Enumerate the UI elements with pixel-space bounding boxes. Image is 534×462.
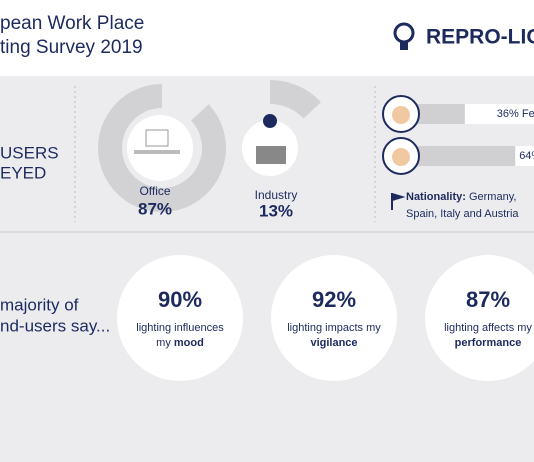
industry-icon: [263, 114, 277, 128]
header-band: [0, 0, 534, 76]
sector-name: Industry: [255, 188, 298, 202]
finding-percent: 90%: [158, 287, 202, 312]
industry-icon: [256, 146, 286, 164]
majority-text: nd-users say...: [0, 316, 110, 335]
majority-text: majority of: [0, 295, 79, 314]
office-icon: [127, 115, 193, 181]
finding-text: my: [156, 337, 174, 349]
finding-emphasis: mood: [174, 337, 204, 349]
sector-share: 13%: [259, 201, 293, 220]
finding-text: lighting influences: [136, 322, 224, 334]
gender-bar: [400, 146, 516, 166]
industry-share-arc: [270, 80, 322, 119]
finding-circle: [425, 255, 534, 381]
gender-share: 36% Fe: [497, 108, 534, 120]
nationality-value: Spain, Italy and Austria: [406, 208, 519, 220]
avatar-face: [392, 148, 410, 166]
sector-name: Office: [139, 184, 170, 198]
finding-circle: [117, 255, 243, 381]
finding-text: lighting impacts my: [287, 322, 381, 334]
nationality-label: Nationality:: [406, 191, 466, 203]
avatar-face: [392, 106, 410, 124]
users-label: USERS: [0, 143, 59, 162]
nationality: Nationality: Germany,: [406, 191, 516, 203]
finding-text: lighting affects my: [444, 322, 532, 334]
logo-text: REPRO-LIG: [426, 26, 534, 49]
finding-emphasis: vigilance: [310, 337, 357, 349]
title-line: ting Survey 2019: [0, 37, 143, 58]
office-icon: [145, 129, 169, 147]
office-icon: [134, 150, 180, 154]
logo-icon: [393, 22, 415, 50]
finding-emphasis: performance: [455, 337, 522, 349]
finding-text: vigilance: [310, 337, 357, 349]
nationality-value: Germany,: [469, 191, 516, 203]
finding-text: my mood: [156, 337, 204, 349]
sector-share: 87%: [138, 199, 172, 218]
office-share-arc: [97, 84, 226, 213]
finding-circle: [271, 255, 397, 381]
gender-share: 64%: [519, 150, 534, 162]
finding-percent: 87%: [466, 287, 510, 312]
flag-icon: [391, 193, 406, 210]
title-line: pean Work Place: [0, 13, 144, 34]
finding-text: performance: [455, 337, 522, 349]
finding-percent: 92%: [312, 287, 356, 312]
users-label: EYED: [0, 163, 46, 182]
